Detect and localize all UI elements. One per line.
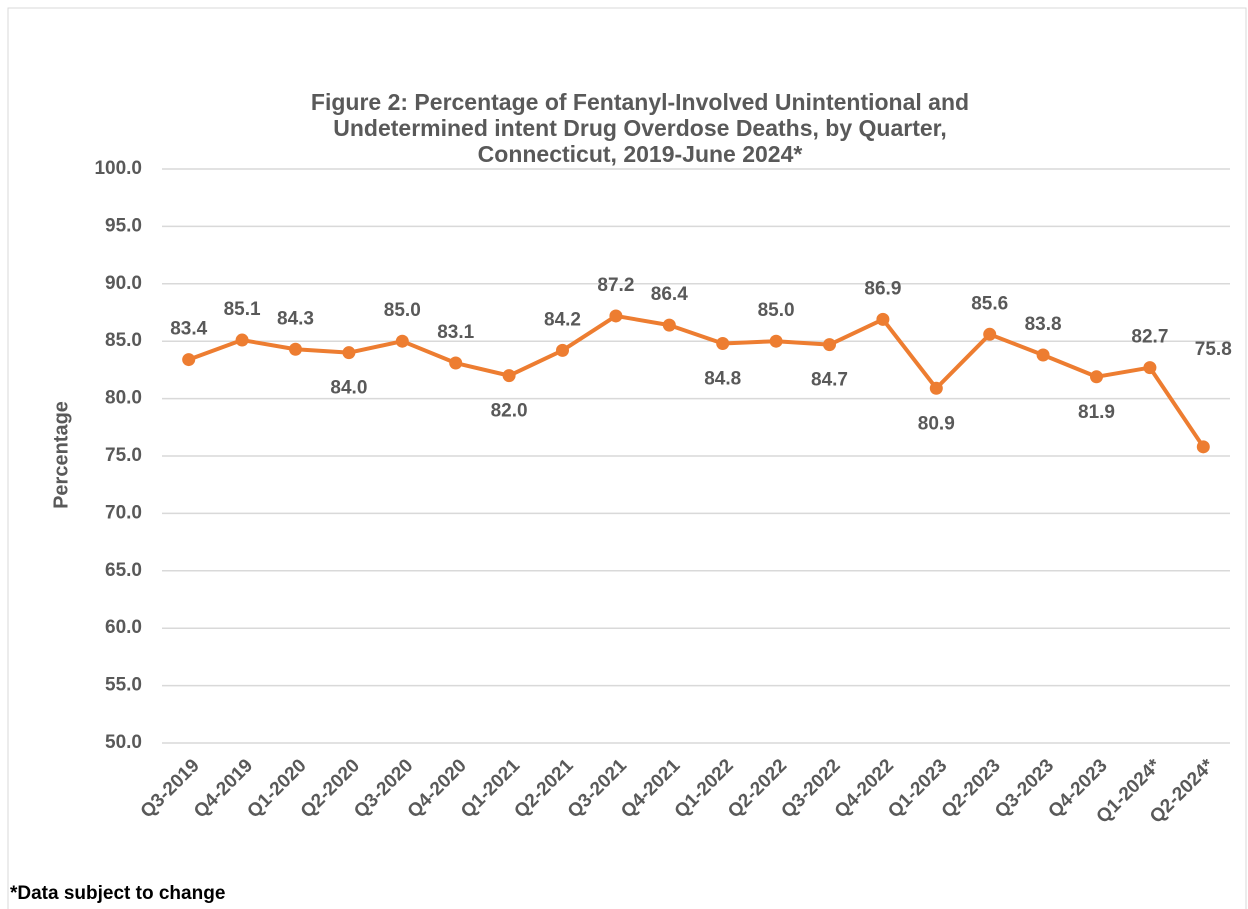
point xyxy=(662,318,676,332)
data-label: 83.1 xyxy=(437,322,474,343)
data-label: 84.2 xyxy=(544,309,581,330)
y-tick-label: 100.0 xyxy=(94,158,142,179)
data-label: 85.0 xyxy=(384,300,421,321)
data-label: 85.1 xyxy=(224,299,261,320)
point xyxy=(556,343,569,357)
chart-title: Undetermined intent Drug Overdose Deaths… xyxy=(333,115,946,141)
data-label: 82.7 xyxy=(1131,327,1168,348)
y-tick-label: 60.0 xyxy=(105,617,142,638)
chart-title: Connecticut, 2019-June 2024* xyxy=(478,141,803,167)
point xyxy=(182,353,196,367)
data-label: 85.0 xyxy=(758,300,795,321)
point xyxy=(876,312,890,326)
y-tick-label: 85.0 xyxy=(105,330,142,351)
data-label: 75.8 xyxy=(1195,339,1232,360)
y-axis-title: Percentage xyxy=(50,401,72,509)
point xyxy=(395,334,409,348)
y-tick-label: 95.0 xyxy=(105,215,142,236)
y-tick-label: 50.0 xyxy=(105,732,142,753)
point xyxy=(1143,361,1157,375)
point xyxy=(769,334,783,348)
point xyxy=(1196,440,1210,454)
chart-border xyxy=(7,7,1247,909)
point xyxy=(823,338,836,352)
footnote: *Data subject to change xyxy=(10,883,225,904)
point xyxy=(609,309,623,323)
point xyxy=(342,346,356,360)
data-label: 80.9 xyxy=(918,413,955,434)
data-label: 84.3 xyxy=(277,308,314,329)
point xyxy=(502,369,516,383)
y-tick-label: 90.0 xyxy=(105,273,142,294)
data-label: 86.4 xyxy=(651,284,688,305)
point xyxy=(449,356,463,370)
series-line xyxy=(188,313,1205,448)
chart-title: Figure 2: Percentage of Fentanyl-Involve… xyxy=(311,89,969,115)
data-label: 81.9 xyxy=(1078,402,1115,423)
data-label: 83.8 xyxy=(1025,314,1062,335)
y-tick-label: 70.0 xyxy=(105,502,142,523)
point xyxy=(929,381,943,395)
point xyxy=(289,342,302,356)
y-tick-label: 75.0 xyxy=(105,445,142,466)
point xyxy=(1036,348,1050,362)
data-label: 84.7 xyxy=(811,370,848,391)
data-label: 85.6 xyxy=(971,293,1008,314)
point xyxy=(716,336,730,350)
data-label: 82.0 xyxy=(491,401,528,422)
data-label: 84.8 xyxy=(704,369,741,390)
point xyxy=(983,327,997,341)
data-label: 86.9 xyxy=(864,278,901,299)
y-tick-label: 65.0 xyxy=(105,560,142,581)
data-label: 84.0 xyxy=(330,378,367,399)
y-tick-label: 80.0 xyxy=(105,388,142,409)
y-tick-label: 55.0 xyxy=(105,675,142,696)
point xyxy=(1090,370,1103,384)
data-label: 83.4 xyxy=(170,319,207,340)
point xyxy=(235,333,249,347)
data-label: 87.2 xyxy=(597,275,634,296)
